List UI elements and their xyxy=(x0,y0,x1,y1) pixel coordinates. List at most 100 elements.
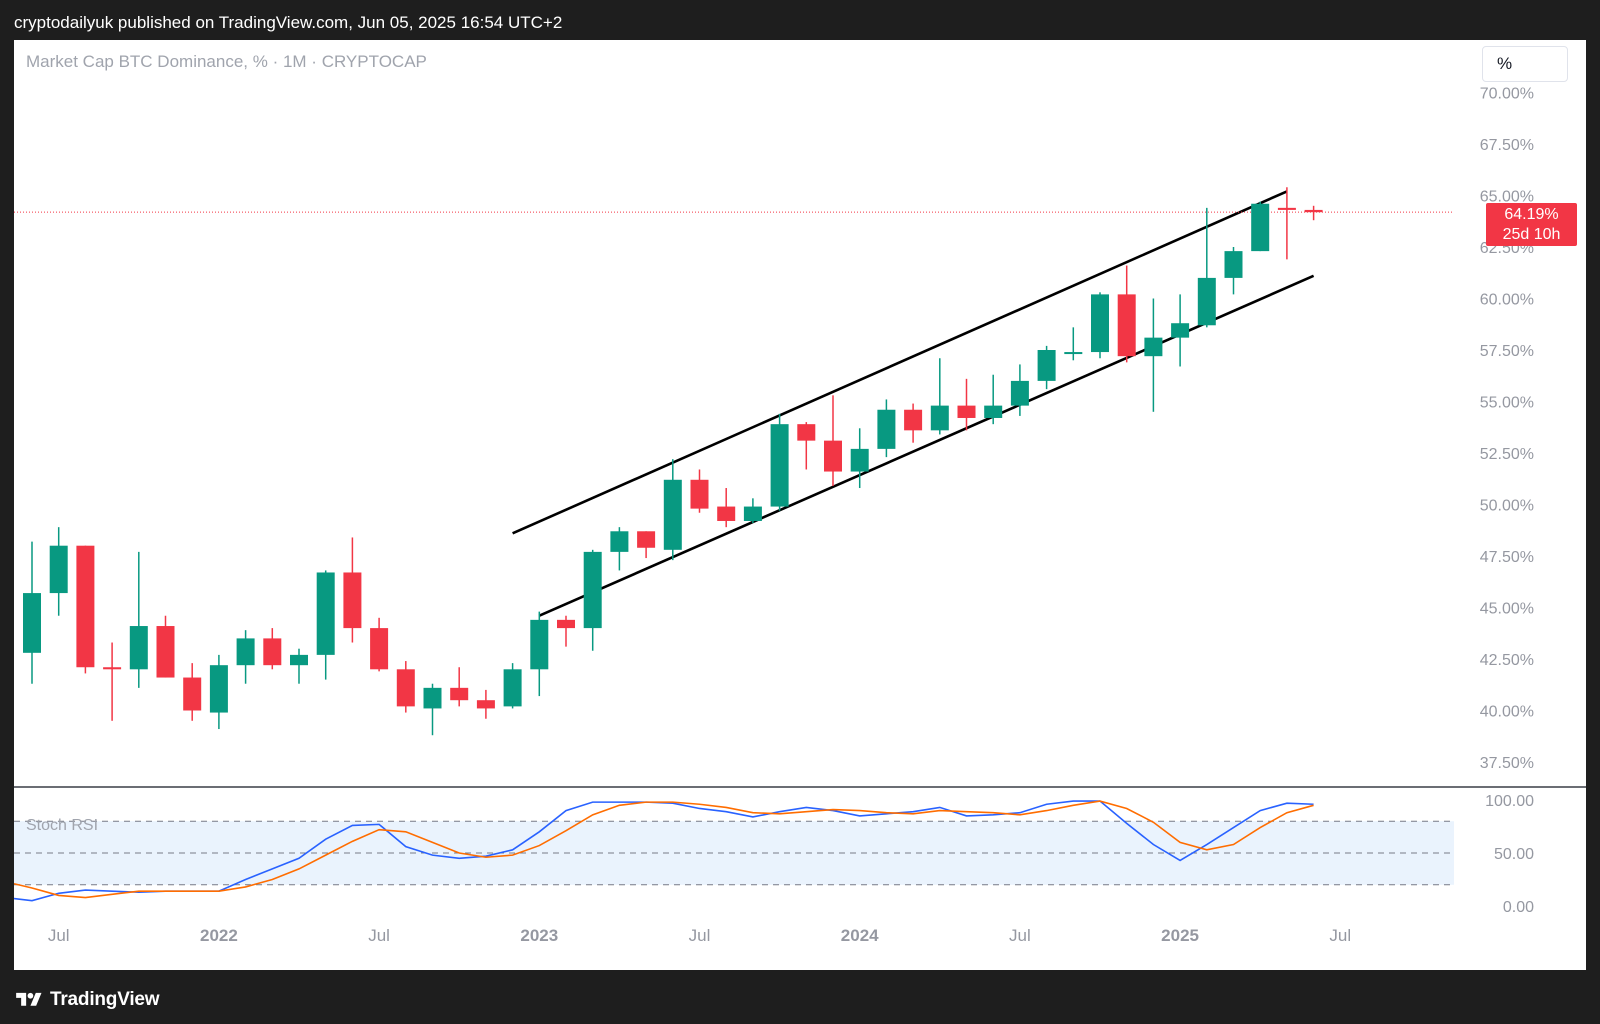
candle[interactable] xyxy=(1144,298,1163,412)
candle-body xyxy=(23,593,41,653)
price-tick-label: 60.00% xyxy=(1480,292,1534,309)
price-tick-label: 55.00% xyxy=(1480,395,1534,412)
time-axis: Jul 2022 Jul 2023 Jul 2024 Jul 2025 Jul xyxy=(48,926,1351,945)
candle[interactable] xyxy=(423,683,442,736)
price-tick-label: 40.00% xyxy=(1480,704,1534,721)
candle[interactable] xyxy=(850,428,869,489)
candle-body xyxy=(877,409,896,449)
candle-body xyxy=(1117,294,1136,357)
price-tick-label: 42.50% xyxy=(1480,652,1534,669)
chart-canvas[interactable]: 37.50% 40.00% 42.50% 45.00% 47.50% 50.00% 52.5… xyxy=(14,40,1586,970)
stoch-rsi-band xyxy=(14,820,1454,886)
current-price-label: 64.19% xyxy=(1504,206,1559,223)
candle[interactable] xyxy=(1224,247,1243,295)
candle-body xyxy=(717,506,736,521)
stoch-rsi-tick-label: 50.00 xyxy=(1494,846,1534,863)
chart-container[interactable]: 37.50% 40.00% 42.50% 45.00% 47.50% 50.00% 52.5… xyxy=(14,40,1586,970)
candle[interactable] xyxy=(1091,292,1109,359)
candle-body xyxy=(850,448,869,472)
stoch-rsi-tick-label: 100.00 xyxy=(1485,793,1534,810)
candle[interactable] xyxy=(103,642,122,721)
footer[interactable]: TradingView xyxy=(16,986,160,1014)
candle[interactable] xyxy=(1064,327,1083,361)
candle[interactable] xyxy=(263,628,282,670)
candle-body xyxy=(129,626,148,670)
candle[interactable] xyxy=(129,551,148,688)
candle[interactable] xyxy=(663,459,682,561)
candles xyxy=(23,187,1323,736)
candle[interactable] xyxy=(290,648,308,684)
stoch-rsi-title[interactable]: Stoch RSI xyxy=(26,817,99,834)
candle-body xyxy=(450,687,469,701)
candle-body xyxy=(1171,323,1190,338)
candle[interactable] xyxy=(1117,265,1136,363)
candle-body xyxy=(183,677,202,711)
candle[interactable] xyxy=(610,527,629,571)
price-tag: 64.19% 25d 10h xyxy=(1486,203,1577,246)
time-tick-label: Jul xyxy=(1009,926,1031,945)
candle[interactable] xyxy=(557,615,575,647)
candle[interactable] xyxy=(1304,205,1323,221)
candle[interactable] xyxy=(76,545,95,674)
price-tick-label: 45.00% xyxy=(1480,601,1534,618)
candle[interactable] xyxy=(690,469,709,513)
candle[interactable] xyxy=(1197,207,1216,328)
candle-body xyxy=(824,440,842,472)
candle[interactable] xyxy=(743,498,762,524)
stoch-rsi-tick-label: 0.00 xyxy=(1503,899,1534,916)
candle[interactable] xyxy=(1010,364,1029,416)
candle-body xyxy=(236,638,255,666)
candle[interactable] xyxy=(1037,345,1056,390)
candle[interactable] xyxy=(476,689,495,719)
symbol-title[interactable]: Market Cap BTC Dominance, % · 1M · CRYPT… xyxy=(26,52,427,71)
candle[interactable] xyxy=(930,358,949,435)
candle-body xyxy=(343,572,362,629)
candle[interactable] xyxy=(23,541,41,684)
candle[interactable] xyxy=(877,399,896,458)
candle-body xyxy=(583,551,602,629)
tradingview-logo-icon xyxy=(16,992,42,1006)
candle-body xyxy=(423,687,442,709)
price-tick-label: 65.00% xyxy=(1480,189,1534,206)
candle-body xyxy=(530,619,549,670)
candle[interactable] xyxy=(984,374,1003,425)
price-tick-label: 70.00% xyxy=(1480,86,1534,103)
time-tick-label: Jul xyxy=(48,926,70,945)
candle[interactable] xyxy=(797,422,816,470)
candle[interactable] xyxy=(583,549,602,651)
candle[interactable] xyxy=(1277,187,1296,260)
candle[interactable] xyxy=(450,667,469,707)
candle[interactable] xyxy=(156,615,175,678)
time-tick-label: Jul xyxy=(368,926,390,945)
candle[interactable] xyxy=(316,570,335,680)
candle[interactable] xyxy=(1171,294,1190,367)
candle[interactable] xyxy=(717,488,736,528)
candle[interactable] xyxy=(49,527,68,616)
candle[interactable] xyxy=(770,413,789,511)
candle[interactable] xyxy=(503,663,522,709)
candle-body xyxy=(743,506,762,521)
candle-body xyxy=(263,638,282,666)
candle[interactable] xyxy=(824,395,842,486)
candle[interactable] xyxy=(637,531,656,559)
candle[interactable] xyxy=(904,403,923,443)
candle-body xyxy=(1010,380,1029,406)
candle[interactable] xyxy=(209,654,228,730)
candle-body xyxy=(503,669,522,707)
candle[interactable] xyxy=(370,617,389,672)
candle[interactable] xyxy=(957,378,976,431)
price-tick-label: 37.50% xyxy=(1480,755,1534,772)
candle[interactable] xyxy=(396,661,415,713)
channel-upper-line[interactable] xyxy=(512,190,1288,535)
published-info: cryptodailyuk published on TradingView.c… xyxy=(14,13,563,32)
candle[interactable] xyxy=(236,630,255,684)
candle[interactable] xyxy=(530,611,549,697)
time-tick-label: 2022 xyxy=(200,926,238,945)
candle[interactable] xyxy=(183,663,202,721)
percent-scale-button[interactable]: % xyxy=(1482,46,1568,82)
channel-lower-line[interactable] xyxy=(538,274,1315,617)
candle-body xyxy=(770,424,789,507)
candle[interactable] xyxy=(1251,201,1270,252)
price-tick-label: 67.50% xyxy=(1480,137,1534,154)
candle[interactable] xyxy=(343,537,362,643)
